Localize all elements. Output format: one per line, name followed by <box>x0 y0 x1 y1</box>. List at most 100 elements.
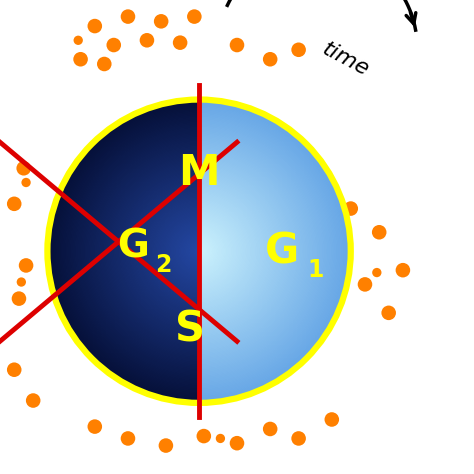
Wedge shape <box>195 247 199 255</box>
Wedge shape <box>185 237 199 265</box>
Wedge shape <box>199 170 280 332</box>
Wedge shape <box>161 213 199 289</box>
Wedge shape <box>194 246 199 256</box>
Wedge shape <box>199 184 266 318</box>
Point <box>18 278 25 286</box>
Wedge shape <box>199 201 250 302</box>
Wedge shape <box>160 212 199 291</box>
Wedge shape <box>199 189 261 313</box>
Wedge shape <box>199 122 328 380</box>
Wedge shape <box>154 206 199 297</box>
Wedge shape <box>93 145 199 357</box>
Wedge shape <box>175 227 199 275</box>
Wedge shape <box>199 241 209 261</box>
Wedge shape <box>199 217 233 285</box>
Point <box>361 281 369 288</box>
Wedge shape <box>166 219 199 284</box>
Wedge shape <box>75 128 199 375</box>
Wedge shape <box>199 191 260 312</box>
Wedge shape <box>184 236 199 266</box>
Wedge shape <box>59 111 199 392</box>
Wedge shape <box>87 139 199 364</box>
Wedge shape <box>199 203 247 299</box>
Point <box>77 55 84 63</box>
Text: 2: 2 <box>155 254 172 277</box>
Wedge shape <box>199 116 334 386</box>
Wedge shape <box>91 144 199 359</box>
Wedge shape <box>199 174 276 328</box>
Wedge shape <box>68 120 199 383</box>
Wedge shape <box>80 132 199 370</box>
Wedge shape <box>47 100 199 403</box>
Point <box>91 22 99 30</box>
Wedge shape <box>199 246 204 256</box>
Wedge shape <box>199 226 224 276</box>
Point <box>399 266 407 274</box>
Wedge shape <box>56 109 199 394</box>
Wedge shape <box>199 120 330 383</box>
Point <box>176 39 184 46</box>
Wedge shape <box>53 105 199 398</box>
Wedge shape <box>121 173 199 329</box>
Wedge shape <box>60 112 199 390</box>
Wedge shape <box>69 121 199 382</box>
Wedge shape <box>83 135 199 367</box>
Wedge shape <box>199 187 264 316</box>
Wedge shape <box>199 159 292 344</box>
Wedge shape <box>199 141 309 361</box>
Wedge shape <box>199 212 238 291</box>
Wedge shape <box>199 107 343 395</box>
Wedge shape <box>199 151 299 351</box>
Point <box>295 46 302 54</box>
Wedge shape <box>199 230 220 273</box>
Point <box>233 41 241 49</box>
Wedge shape <box>199 130 320 373</box>
Wedge shape <box>199 181 270 322</box>
Wedge shape <box>199 145 305 357</box>
Wedge shape <box>199 146 304 356</box>
Wedge shape <box>199 215 236 288</box>
Wedge shape <box>84 136 199 366</box>
Wedge shape <box>199 196 255 307</box>
Point <box>110 41 118 49</box>
Wedge shape <box>114 166 199 336</box>
Wedge shape <box>199 139 311 364</box>
Wedge shape <box>199 105 346 398</box>
Wedge shape <box>74 126 199 376</box>
Wedge shape <box>199 182 269 321</box>
Wedge shape <box>79 131 199 371</box>
Wedge shape <box>98 150 199 352</box>
Wedge shape <box>198 250 199 253</box>
Wedge shape <box>199 164 286 338</box>
Wedge shape <box>63 115 199 388</box>
Wedge shape <box>199 137 313 365</box>
Wedge shape <box>132 184 199 318</box>
Point <box>22 262 30 269</box>
Wedge shape <box>176 228 199 274</box>
Wedge shape <box>199 192 258 310</box>
Wedge shape <box>199 235 216 268</box>
Wedge shape <box>141 193 199 310</box>
Wedge shape <box>199 163 288 340</box>
Point <box>217 435 224 442</box>
Wedge shape <box>199 124 327 379</box>
Point <box>15 295 23 302</box>
Wedge shape <box>199 158 292 345</box>
Text: S: S <box>174 309 205 350</box>
Wedge shape <box>151 203 199 299</box>
Wedge shape <box>163 215 199 288</box>
Text: time: time <box>319 38 373 80</box>
Wedge shape <box>199 206 245 297</box>
Point <box>233 439 241 447</box>
Wedge shape <box>199 177 273 326</box>
Point <box>22 179 30 186</box>
Point <box>266 425 274 433</box>
Wedge shape <box>199 156 294 346</box>
Wedge shape <box>122 174 199 328</box>
Wedge shape <box>197 249 199 254</box>
Wedge shape <box>104 156 199 346</box>
Wedge shape <box>193 245 199 257</box>
Wedge shape <box>189 241 199 261</box>
Wedge shape <box>169 221 199 282</box>
Wedge shape <box>173 225 199 278</box>
